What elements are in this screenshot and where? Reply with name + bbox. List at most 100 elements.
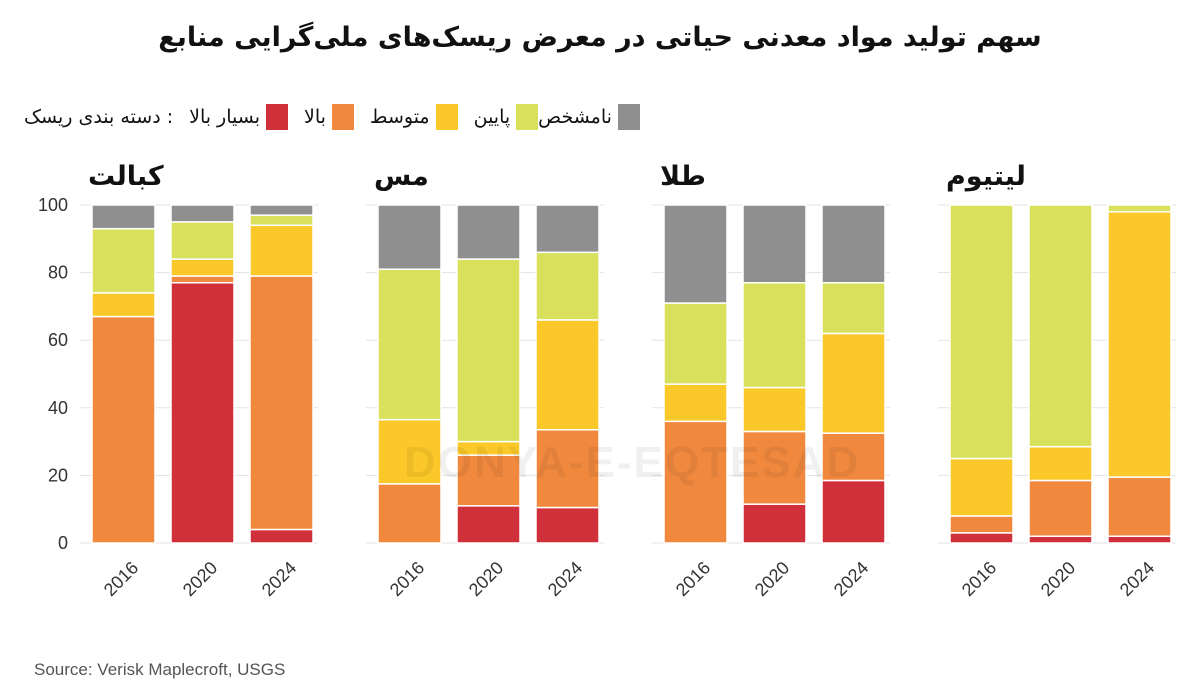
bar-segment <box>742 281 807 389</box>
bar-segment <box>663 420 728 544</box>
bar-segment <box>249 275 314 531</box>
x-tick-label: 2016 <box>386 558 428 600</box>
bar-segment <box>249 204 314 216</box>
bar-segment <box>377 418 442 485</box>
bar-segment <box>456 440 521 456</box>
panel-title: کبالت <box>88 161 164 192</box>
bar-segment <box>742 204 807 284</box>
bar-segment <box>821 332 886 434</box>
bar-segment <box>535 429 600 509</box>
legend-item-low: پایین <box>474 104 539 130</box>
legend-label: پایین <box>473 106 511 128</box>
bar-segment <box>821 281 886 335</box>
bar-segment <box>377 204 442 270</box>
bar-segment <box>170 221 235 260</box>
y-tick-label: 80 <box>48 263 68 283</box>
bar-segment <box>1028 479 1093 537</box>
x-tick-label: 2020 <box>1037 558 1079 600</box>
bar-segment <box>663 302 728 385</box>
bar-segment <box>663 204 728 304</box>
legend-label: بسیار بالا <box>189 106 260 128</box>
bar-segment <box>535 204 600 254</box>
legend-label: نامشخص <box>538 106 612 128</box>
bar-segment <box>663 383 728 423</box>
x-tick-label: 2024 <box>830 558 872 600</box>
legend-swatch <box>331 104 354 130</box>
bar-segment <box>91 315 156 544</box>
legend-item-medium: متوسط <box>370 104 458 130</box>
bar-segment <box>456 454 521 507</box>
bar-segment <box>949 532 1014 544</box>
bar-segment <box>456 505 521 544</box>
bar-segment <box>249 214 314 227</box>
legend: : دسته بندی ریسک بسیار بالا بالا متوسط پ… <box>10 104 716 130</box>
bar-segment <box>949 457 1014 517</box>
x-tick-label: 2020 <box>751 558 793 600</box>
x-tick-label: 2020 <box>465 558 507 600</box>
bar-segment <box>821 204 886 284</box>
bar-segment <box>249 224 314 277</box>
bar-segment <box>1107 535 1172 544</box>
stacked-bar-charts: 0 20 40 60 80 100 کبالت 2016 2020 2024 مس 2016 2020 2… <box>38 161 1176 600</box>
bar-segment <box>249 528 314 544</box>
bar-segment <box>170 281 235 544</box>
y-tick-label: 0 <box>58 533 68 553</box>
panel-0: کبالت 2016 2020 2024 <box>80 161 318 600</box>
x-tick-label: 2016 <box>672 558 714 600</box>
bar-segment <box>91 292 156 318</box>
y-tick-label: 60 <box>48 330 68 350</box>
bar-segment <box>456 258 521 443</box>
bar-segment <box>821 432 886 482</box>
chart-title: سهم تولید مواد معدنی حیاتی در معرض ریسک‌… <box>158 22 1042 53</box>
bar-segment <box>742 503 807 544</box>
bar-segment <box>535 319 600 431</box>
x-tick-label: 2024 <box>258 558 300 600</box>
legend-label: متوسط <box>369 106 430 128</box>
bar-segment <box>1028 535 1093 544</box>
panel-title: لیتیوم <box>946 161 1026 192</box>
y-tick-label: 20 <box>48 465 68 485</box>
legend-swatch <box>435 104 458 130</box>
legend-item-high: بالا <box>304 104 354 130</box>
legend-swatch <box>617 104 640 130</box>
bar-segment <box>1028 204 1093 448</box>
bar-segment <box>535 251 600 321</box>
bar-segment <box>742 430 807 505</box>
y-tick-label: 40 <box>48 398 68 418</box>
bar-segment <box>456 204 521 260</box>
bar-segment <box>742 386 807 433</box>
bar-segment <box>170 258 235 277</box>
panel-3: لیتیوم 2016 2020 2024 <box>938 161 1176 600</box>
x-tick-label: 2016 <box>100 558 142 600</box>
bar-segment <box>170 275 235 284</box>
bar-segment <box>949 204 1014 460</box>
bar-segment <box>535 506 600 544</box>
legend-swatch <box>266 104 288 130</box>
panel-title: مس <box>374 161 429 192</box>
panel-1: مس 2016 2020 2024 <box>366 161 604 600</box>
y-tick-label: 100 <box>38 195 68 215</box>
bar-segment <box>1107 476 1172 537</box>
legend-item-very-high: بسیار بالا <box>189 104 288 130</box>
bar-segment <box>377 483 442 544</box>
source-note: Source: Verisk Maplecroft, USGS <box>34 660 286 679</box>
panel-2: طلا 2016 2020 2024 <box>652 161 890 600</box>
bar-segment <box>949 515 1014 534</box>
bar-segment <box>1107 211 1172 478</box>
x-tick-label: 2024 <box>1116 558 1158 600</box>
x-tick-label: 2016 <box>958 558 1000 600</box>
bar-segment <box>1107 204 1172 213</box>
x-tick-label: 2020 <box>179 558 221 600</box>
panel-title: طلا <box>660 161 706 192</box>
legend-swatch <box>516 104 539 130</box>
legend-label: بالا <box>304 106 326 128</box>
bar-segment <box>377 268 442 421</box>
bar-segment <box>821 479 886 544</box>
bar-segment <box>170 204 235 223</box>
legend-item-unknown: نامشخص <box>538 104 640 130</box>
x-tick-label: 2024 <box>544 558 586 600</box>
bar-segment <box>1028 445 1093 482</box>
bar-segment <box>91 227 156 294</box>
bar-segment <box>91 204 156 230</box>
legend-heading: : دسته بندی ریسک <box>24 106 174 128</box>
